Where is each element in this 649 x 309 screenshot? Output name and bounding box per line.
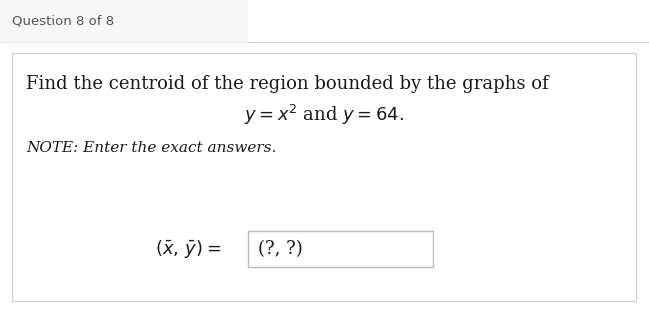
FancyBboxPatch shape <box>248 231 433 267</box>
Text: Find the centroid of the region bounded by the graphs of: Find the centroid of the region bounded … <box>26 75 548 93</box>
FancyBboxPatch shape <box>0 0 248 42</box>
Text: $(\bar{x},\, \bar{y}) =$: $(\bar{x},\, \bar{y}) =$ <box>155 238 221 260</box>
Text: Question 8 of 8: Question 8 of 8 <box>12 15 114 28</box>
Text: NOTE: Enter the exact answers.: NOTE: Enter the exact answers. <box>26 141 276 155</box>
Text: $y = x^2$ and $y = 64.$: $y = x^2$ and $y = 64.$ <box>244 103 404 127</box>
Text: (?, ?): (?, ?) <box>258 240 302 258</box>
FancyBboxPatch shape <box>12 53 636 301</box>
